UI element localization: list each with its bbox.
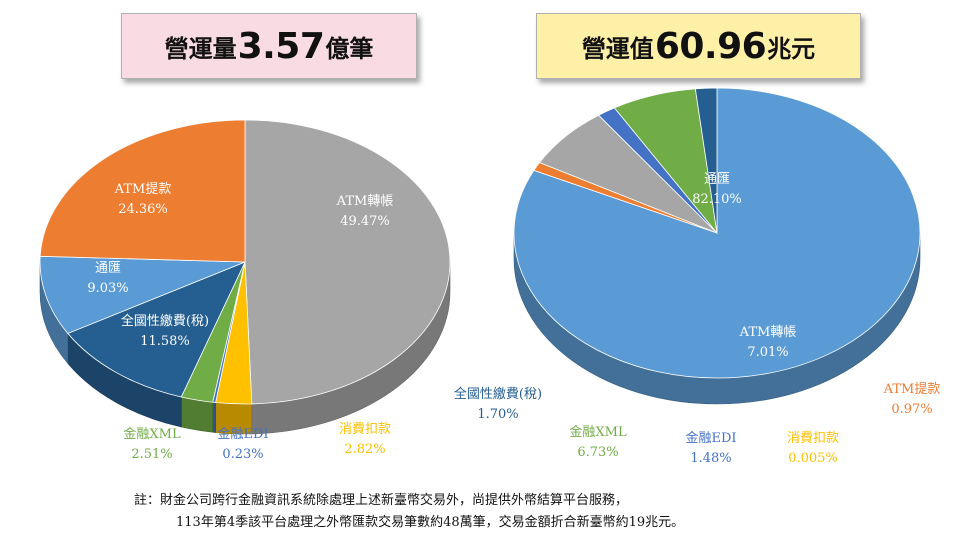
slice-percent: 0.005%	[788, 451, 838, 466]
slice-percent: 1.70%	[477, 407, 518, 422]
pie-slice-ATM提款	[39, 119, 246, 263]
value-amount: 60.96	[654, 25, 767, 67]
footnote-line-1: 註：財金公司跨行金融資訊系統除處理上述新臺幣交易外，尚提供外幣結算平台服務，	[134, 493, 629, 508]
slice-percent: 11.58%	[140, 334, 190, 349]
slice-label: ATM轉帳	[336, 194, 394, 209]
pie-labels: 通匯 82.10% ATM提款 0.97% ATM轉帳 7.01% 消費扣款 0.005% 金融…	[454, 172, 940, 466]
slice-label: ATM提款	[883, 381, 941, 397]
value-unit: 兆元	[767, 34, 816, 63]
slice-percent: 49.47%	[340, 214, 390, 229]
value-label: 營運值	[581, 34, 654, 63]
slice-percent: 9.03%	[87, 281, 128, 296]
volume-label: 營運量	[164, 34, 237, 63]
pie-slices	[39, 119, 451, 405]
value-banner: 營運值 60.96 兆元	[536, 13, 861, 79]
slice-percent: 2.82%	[344, 442, 385, 457]
slice-label: 金融EDI	[217, 426, 268, 442]
slice-percent: 1.48%	[690, 451, 731, 466]
slice-label: 全國性繳費(稅)	[121, 313, 209, 329]
slice-label: ATM提款	[114, 181, 172, 197]
slice-percent: 24.36%	[118, 202, 168, 217]
footnote-line-2: 113年第4季該平台處理之外幣匯款交易筆數約48萬筆，交易金額折合新臺幣約19兆…	[176, 515, 685, 530]
value-pie-chart: 通匯 82.10% ATM提款 0.97% ATM轉帳 7.01% 消費扣款 0.005% 金融…	[454, 87, 940, 466]
slice-label: ATM轉帳	[739, 325, 797, 340]
slice-label: 通匯	[95, 261, 121, 276]
slice-label: 金融XML	[123, 426, 181, 442]
volume-pie-chart: ATM轉帳 49.47% 消費扣款 2.82% 金融EDI 0.23% 金融XML 2.51%…	[39, 119, 451, 462]
pie-wall-金融XML	[180, 396, 213, 433]
slice-label: 全國性繳費(稅)	[454, 386, 542, 402]
slice-label: 金融EDI	[685, 430, 736, 446]
pie-labels: ATM轉帳 49.47% 消費扣款 2.82% 金融EDI 0.23% 金融XML 2.51%…	[87, 181, 393, 462]
slice-label: 通匯	[704, 172, 730, 187]
pie-slices	[513, 87, 921, 379]
volume-banner: 營運量 3.57 億筆	[121, 13, 417, 79]
pie-slice-全國性繳費(稅)	[694, 87, 718, 234]
slice-percent: 6.73%	[577, 445, 618, 460]
pie-slice-全國性繳費(稅)	[67, 261, 246, 398]
pie-slice-ATM轉帳	[244, 119, 451, 405]
slice-label: 消費扣款	[339, 422, 391, 437]
volume-unit: 億筆	[325, 34, 374, 63]
slice-label: 消費扣款	[787, 431, 839, 446]
slice-percent: 0.23%	[222, 447, 263, 462]
slice-percent: 0.97%	[891, 402, 932, 417]
volume-value: 3.57	[237, 25, 325, 67]
pie-wall-金融EDI	[212, 401, 216, 433]
pie-slice-通匯	[39, 255, 246, 334]
slice-percent: 2.51%	[131, 447, 172, 462]
slice-percent: 7.01%	[747, 345, 788, 360]
slice-percent: 82.10%	[692, 192, 742, 207]
slice-label: 金融XML	[569, 424, 627, 440]
